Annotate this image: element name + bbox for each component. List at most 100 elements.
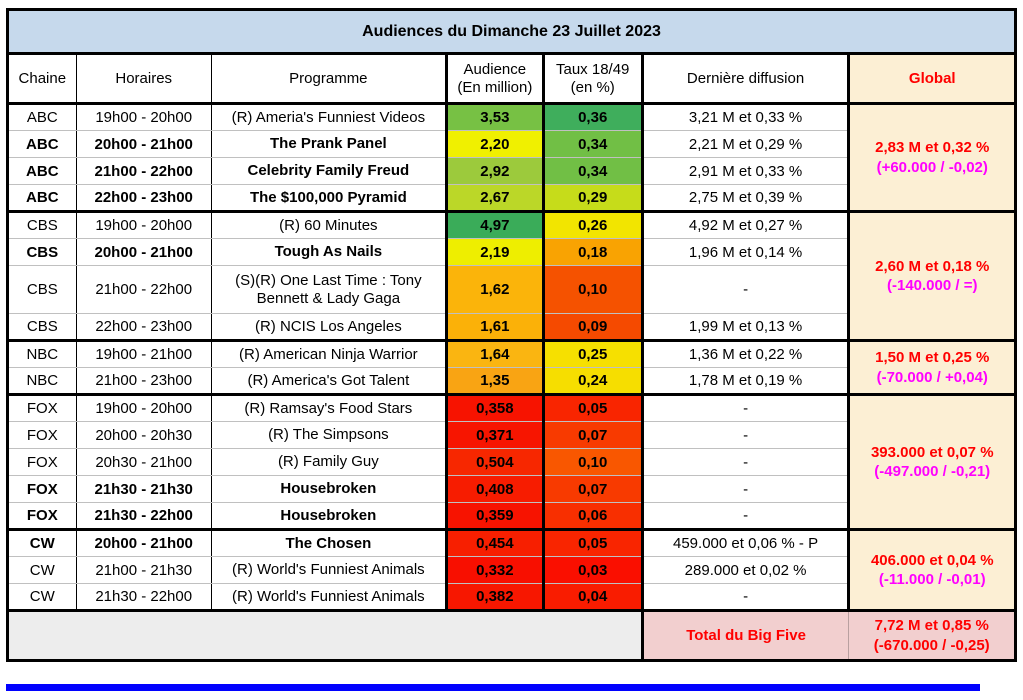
- table-row: ABC 19h00 - 20h00 (R) Ameria's Funniest …: [7, 103, 1016, 213]
- channel-cell: FOX: [7, 502, 77, 531]
- time-cell: 21h00 - 22h00: [76, 265, 212, 314]
- table-row: FOX 19h00 - 20h00 (R) Ramsay's Food Star…: [7, 394, 1016, 531]
- audience-cell: 2,20: [446, 130, 545, 158]
- table-row: CBS 21h00 - 22h00 (S)(R) One Last Time :…: [7, 265, 1016, 314]
- rating-cell: 0,36: [543, 103, 644, 131]
- rating-cell: 0,05: [543, 394, 644, 422]
- programme-cell: (R) World's Funniest Animals: [211, 556, 448, 584]
- channel-cell: NBC: [7, 367, 77, 396]
- header-programme: Programme: [211, 53, 448, 105]
- programme-cell: (R) NCIS Los Angeles: [211, 313, 448, 342]
- rating-cell: 0,25: [543, 340, 644, 368]
- global-value: 2,60 M et 0,18 %: [875, 257, 990, 275]
- channel-cell: CBS: [7, 265, 77, 314]
- table-row: FOX 21h30 - 21h30 Housebroken 0,408 0,07…: [7, 475, 1016, 503]
- last-broadcast-cell: 1,78 M et 0,19 %: [642, 367, 851, 396]
- global-cell-cw: 406.000 et 0,04 % (-11.000 / -0,01): [848, 529, 1016, 612]
- rating-cell: 0,34: [543, 130, 644, 158]
- table-row: CBS 22h00 - 23h00 (R) NCIS Los Angeles 1…: [7, 313, 1016, 342]
- channel-cell: FOX: [7, 394, 77, 422]
- audience-cell: 0,332: [446, 556, 545, 584]
- last-broadcast-cell: -: [642, 265, 851, 314]
- total-value-cell: 7,72 M et 0,85 % (-670.000 / -0,25): [848, 610, 1016, 662]
- audience-cell: 1,35: [446, 367, 545, 396]
- programme-cell: The Chosen: [211, 529, 448, 557]
- last-broadcast-cell: 2,91 M et 0,33 %: [642, 157, 851, 185]
- programme-cell: The $100,000 Pyramid: [211, 184, 448, 213]
- rating-cell: 0,03: [543, 556, 644, 584]
- audience-cell: 0,358: [446, 394, 545, 422]
- table-row: CW 21h00 - 21h30 (R) World's Funniest An…: [7, 556, 1016, 584]
- programme-cell: (R) Ramsay's Food Stars: [211, 394, 448, 422]
- last-broadcast-cell: -: [642, 448, 851, 476]
- blue-divider-bar: [6, 684, 980, 691]
- last-broadcast-cell: 1,99 M et 0,13 %: [642, 313, 851, 342]
- last-broadcast-cell: -: [642, 583, 851, 612]
- time-cell: 21h30 - 22h00: [76, 502, 212, 531]
- rating-cell: 0,04: [543, 583, 644, 612]
- last-broadcast-cell: 2,75 M et 0,39 %: [642, 184, 851, 213]
- table-row: ABC 21h00 - 22h00 Celebrity Family Freud…: [7, 157, 1016, 185]
- total-label: Total du Big Five: [642, 610, 850, 662]
- global-cell-fox: 393.000 et 0,07 % (-497.000 / -0,21): [848, 394, 1016, 531]
- channel-cell: ABC: [7, 157, 77, 185]
- table-row: FOX 21h30 - 22h00 Housebroken 0,359 0,06…: [7, 502, 1016, 531]
- audience-cell: 1,62: [446, 265, 545, 314]
- time-cell: 21h00 - 23h00: [76, 367, 212, 396]
- total-row: Total du Big Five 7,72 M et 0,85 % (-670…: [7, 610, 1016, 662]
- last-broadcast-cell: 1,36 M et 0,22 %: [642, 340, 851, 368]
- global-value: 1,50 M et 0,25 %: [875, 349, 990, 366]
- rating-cell: 0,10: [543, 448, 644, 476]
- programme-cell: Tough As Nails: [211, 238, 448, 266]
- rating-cell: 0,34: [543, 157, 644, 185]
- header-taux: Taux 18/49 (en %): [543, 53, 644, 105]
- last-broadcast-cell: -: [642, 475, 851, 503]
- last-broadcast-cell: 3,21 M et 0,33 %: [642, 103, 851, 131]
- time-cell: 21h30 - 22h00: [76, 583, 212, 612]
- global-delta: (-70.000 / +0,04): [876, 368, 988, 386]
- header-global: Global: [848, 53, 1016, 105]
- programme-cell: (R) America's Got Talent: [211, 367, 448, 396]
- time-cell: 19h00 - 21h00: [76, 340, 212, 368]
- channel-cell: CW: [7, 529, 77, 557]
- last-broadcast-cell: 289.000 et 0,02 %: [642, 556, 851, 584]
- audience-cell: 0,408: [446, 475, 545, 503]
- programme-cell: (R) American Ninja Warrior: [211, 340, 448, 368]
- global-delta: (-140.000 / =): [887, 277, 978, 294]
- table-row: CW 20h00 - 21h00 The Chosen 0,454 0,05 4…: [7, 529, 1016, 612]
- channel-cell: CBS: [7, 211, 77, 239]
- global-value: 406.000 et 0,04 %: [870, 551, 994, 569]
- programme-cell: (S)(R) One Last Time : Tony Bennett & La…: [211, 265, 448, 314]
- programme-cell: (R) The Simpsons: [211, 421, 448, 449]
- channel-cell: ABC: [7, 103, 77, 131]
- rating-cell: 0,18: [543, 238, 644, 266]
- table-row: FOX 20h00 - 20h30 (R) The Simpsons 0,371…: [7, 421, 1016, 449]
- audience-cell: 0,371: [446, 421, 545, 449]
- audience-cell: 2,92: [446, 157, 545, 185]
- global-delta: (-11.000 / -0,01): [878, 571, 986, 588]
- channel-cell: CBS: [7, 238, 77, 266]
- programme-cell: Housebroken: [211, 502, 448, 531]
- last-broadcast-cell: 1,96 M et 0,14 %: [642, 238, 851, 266]
- channel-cell: CW: [7, 583, 77, 612]
- header-horaires: Horaires: [76, 53, 212, 105]
- last-broadcast-cell: 459.000 et 0,06 % - P: [642, 529, 851, 557]
- audience-cell: 0,504: [446, 448, 545, 476]
- time-cell: 20h00 - 21h00: [76, 130, 212, 158]
- table-row: ABC 22h00 - 23h00 The $100,000 Pyramid 2…: [7, 184, 1016, 213]
- column-header-row: Chaine Horaires Programme Audience (En m…: [7, 53, 1016, 105]
- time-cell: 20h30 - 21h00: [76, 448, 212, 476]
- total-spacer-cell: [7, 610, 644, 662]
- total-value: 7,72 M et 0,85 %: [874, 617, 989, 634]
- audience-cell: 4,97: [446, 211, 545, 239]
- programme-cell: Housebroken: [211, 475, 448, 503]
- title-row: Audiences du Dimanche 23 Juillet 2023: [7, 9, 1016, 55]
- programme-cell: (R) Ameria's Funniest Videos: [211, 103, 448, 131]
- channel-cell: FOX: [7, 475, 77, 503]
- table-row: FOX 20h30 - 21h00 (R) Family Guy 0,504 0…: [7, 448, 1016, 476]
- channel-cell: FOX: [7, 448, 77, 476]
- total-delta: (-670.000 / -0,25): [873, 636, 990, 654]
- time-cell: 21h00 - 22h00: [76, 157, 212, 185]
- rating-cell: 0,07: [543, 475, 644, 503]
- rating-cell: 0,06: [543, 502, 644, 531]
